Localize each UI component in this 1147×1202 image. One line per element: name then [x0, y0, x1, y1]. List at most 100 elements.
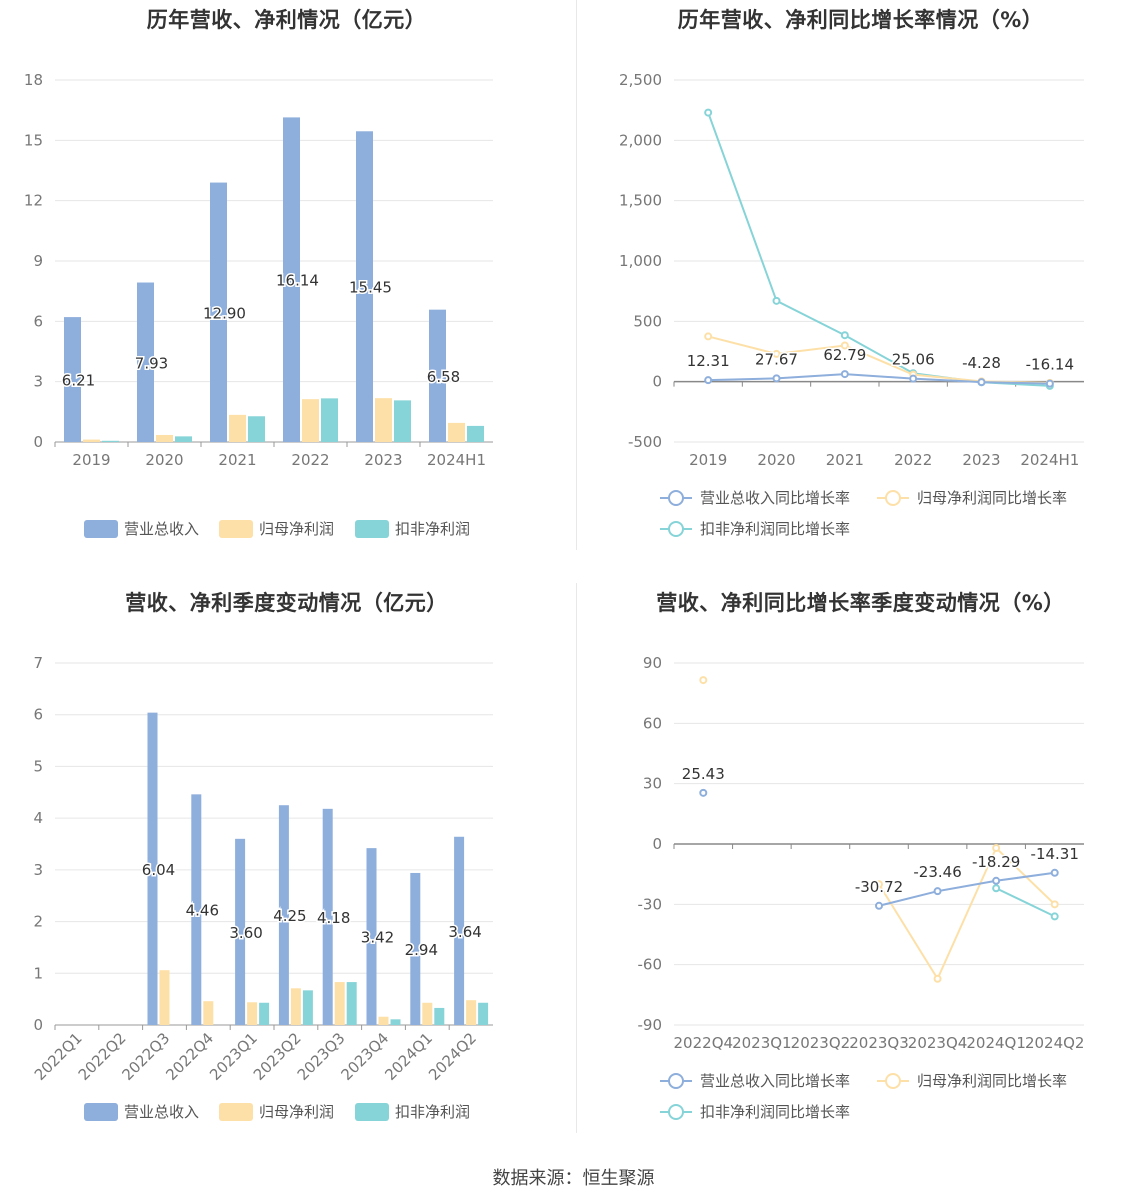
- y-tick-label: 30: [643, 775, 662, 793]
- data-label: 6.21: [62, 372, 95, 390]
- bar: [466, 1000, 477, 1025]
- bar: [64, 317, 81, 442]
- legend-swatch: [668, 521, 684, 537]
- chart-title: 营收、净利同比增长率季度变动情况（%）: [656, 591, 1065, 615]
- bar: [102, 440, 119, 442]
- data-point: [840, 370, 849, 379]
- data-point: [840, 341, 849, 350]
- data-label: 3.60: [229, 924, 262, 942]
- y-tick-label: 0: [652, 373, 662, 391]
- data-label: 7.93: [135, 354, 168, 372]
- data-label: 15.45: [349, 279, 392, 297]
- bar: [278, 805, 289, 1025]
- bar: [210, 182, 227, 443]
- x-tick-label: 2019: [72, 451, 110, 469]
- y-tick-label: 18: [24, 71, 43, 89]
- y-tick-label: 0: [33, 433, 43, 451]
- legend-swatch: [668, 1104, 684, 1120]
- data-source: 数据来源：恒生聚源: [492, 1168, 655, 1189]
- legend-swatch: [668, 490, 684, 506]
- data-point: [772, 374, 781, 383]
- bar: [248, 416, 265, 442]
- x-tick-label: 2022: [291, 451, 329, 469]
- legend-label: 扣非净利润同比增长率: [700, 1103, 850, 1121]
- y-tick-label: 2,000: [619, 131, 662, 149]
- bar: [191, 794, 202, 1025]
- data-point: [772, 296, 781, 305]
- series-line: [707, 112, 1050, 387]
- x-tick-label: 2024Q1: [381, 1029, 436, 1084]
- legend-label: 归母净利润同比增长率: [917, 1072, 1067, 1090]
- y-tick-label: -30: [638, 895, 663, 913]
- data-point: [909, 374, 918, 383]
- data-point: [933, 974, 942, 983]
- y-tick-label: 12: [24, 192, 43, 210]
- legend-swatch: [885, 490, 901, 506]
- bar: [302, 399, 319, 442]
- y-tick-label: 15: [24, 131, 43, 149]
- data-point: [840, 331, 849, 340]
- data-label: 6.58: [427, 368, 460, 386]
- data-point: [1050, 868, 1059, 877]
- bar: [448, 422, 465, 442]
- legend-label: 扣非净利润: [395, 520, 470, 538]
- x-tick-label: 2023Q3: [849, 1034, 909, 1052]
- x-tick-label: 2024Q1: [966, 1034, 1026, 1052]
- legend-label: 营业总收入: [124, 1103, 199, 1121]
- bar: [434, 1007, 445, 1025]
- legend-label: 营业总收入: [124, 520, 199, 538]
- bar: [302, 990, 313, 1025]
- y-tick-label: 1,500: [619, 192, 662, 210]
- data-label: 6.04: [142, 861, 175, 879]
- x-tick-label: 2019: [689, 451, 727, 469]
- chart-title: 历年营收、净利同比增长率情况（%）: [677, 8, 1044, 32]
- bar: [346, 982, 357, 1025]
- data-point: [933, 887, 942, 896]
- bar: [422, 1002, 433, 1025]
- x-tick-label: 2023Q2: [791, 1034, 851, 1052]
- data-label: 4.25: [273, 907, 306, 925]
- y-tick-label: 3: [33, 373, 43, 391]
- data-label: 25.06: [892, 351, 935, 369]
- data-point: [1045, 379, 1054, 388]
- y-tick-label: 6: [33, 312, 43, 330]
- bar: [478, 1002, 489, 1025]
- series-line: [878, 846, 1056, 981]
- bar: [259, 1002, 270, 1025]
- data-label: 12.90: [203, 304, 246, 322]
- x-tick-label: 2022Q2: [75, 1029, 130, 1084]
- x-tick-label: 2021: [218, 451, 256, 469]
- x-tick-label: 2021: [826, 451, 864, 469]
- x-tick-label: 2024H1: [1020, 451, 1079, 469]
- divider: [576, 0, 577, 550]
- y-tick-label: -60: [638, 956, 663, 974]
- data-point: [772, 349, 781, 358]
- annual-revenue-profit-chart: 0 3 6 9 12 15 18 2019 6.21 2020 7.93 2021 12.90 2022 1…: [24, 71, 493, 538]
- y-tick-label: 90: [643, 654, 662, 672]
- data-point: [875, 901, 883, 910]
- data-label: 16.14: [276, 272, 319, 290]
- x-tick-label: 2024H1: [427, 451, 486, 469]
- bar: [147, 712, 158, 1025]
- y-tick-label: 0: [33, 1016, 43, 1034]
- series-line: [708, 373, 1050, 385]
- x-tick-label: 2022Q4: [674, 1034, 734, 1052]
- legend-label: 营业总收入同比增长率: [700, 1072, 850, 1090]
- annual-growth-panel: 历年营收、净利同比增长率情况（%） -500 0 500 1,000 1,500 2,00…: [574, 0, 1147, 583]
- data-point: [992, 844, 1001, 853]
- bar: [356, 131, 373, 442]
- data-point: [699, 676, 708, 685]
- annual-revenue-profit-panel: 历年营收、净利情况（亿元） 0 3 6 9 12 15 18 2019 6.21 2020 7.93…: [0, 0, 573, 583]
- data-label: 12.31: [687, 352, 730, 370]
- data-label: 3.42: [361, 929, 394, 947]
- bar: [159, 970, 170, 1025]
- y-tick-label: 4: [33, 809, 43, 827]
- chart-title: 营收、净利季度变动情况（亿元）: [125, 591, 448, 615]
- data-label: 2.94: [405, 941, 438, 959]
- data-label: -4.28: [962, 354, 1001, 372]
- x-tick-label: 2024Q2: [1025, 1034, 1085, 1052]
- bar: [175, 436, 192, 442]
- bar: [366, 848, 377, 1025]
- legend-swatch: [219, 1103, 253, 1121]
- data-point: [1050, 900, 1059, 909]
